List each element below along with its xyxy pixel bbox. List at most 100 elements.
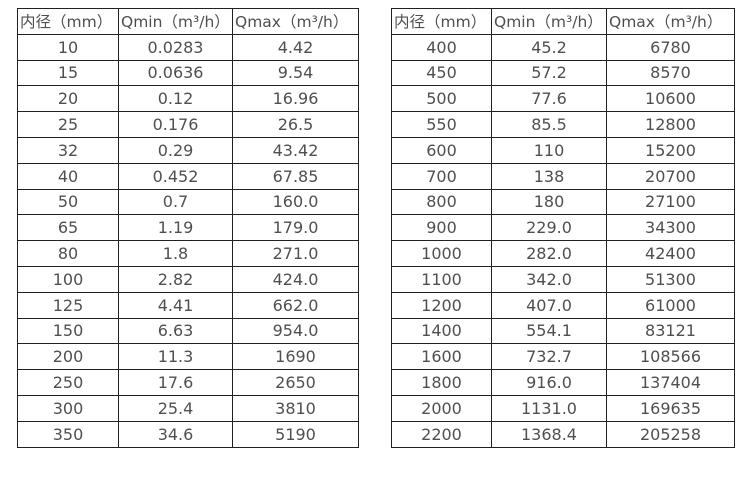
- column-header: Qmin（m³/h）: [491, 8, 607, 35]
- table-cell: 1131.0: [491, 394, 607, 422]
- table-cell: 16.96: [232, 85, 359, 113]
- table-cell: 1600: [391, 343, 492, 371]
- table-row: 1600 732.7 108566: [391, 343, 735, 371]
- header-row: 内径（mm） Qmin（m³/h） Qmax（m³/h）: [391, 8, 735, 35]
- table-row: 80 1.8 271.0: [17, 240, 359, 267]
- table-cell: 200: [17, 343, 119, 371]
- flow-spec-table-large-diameters: 内径（mm） Qmin（m³/h） Qmax（m³/h） 400 45.2 6780 45…: [391, 8, 735, 448]
- table-row: 400 45.2 6780: [391, 33, 735, 61]
- table-cell: 45.2: [491, 33, 607, 61]
- table-cell: 342.0: [491, 265, 607, 293]
- table-row: 10 0.0283 4.42: [17, 33, 359, 61]
- table-cell: 0.7: [118, 188, 233, 216]
- table-cell: 26.5: [232, 111, 359, 138]
- table-cell: 65: [17, 214, 119, 242]
- table-cell: 0.452: [118, 162, 233, 190]
- table-cell: 350: [17, 420, 119, 448]
- table-row: 25 0.176 26.5: [17, 111, 359, 138]
- table-cell: 250: [17, 369, 119, 396]
- table-row: 1200 407.0 61000: [391, 291, 735, 319]
- table-cell: 10: [17, 33, 119, 61]
- table-row: 350 34.6 5190: [17, 420, 359, 448]
- table-cell: 2.82: [118, 265, 233, 293]
- table-row: 100 2.82 424.0: [17, 265, 359, 293]
- table-cell: 67.85: [232, 162, 359, 190]
- table-cell: 1100: [391, 265, 492, 293]
- table-cell: 500: [391, 85, 492, 113]
- table-cell: 85.5: [491, 111, 607, 138]
- table-row: 450 57.2 8570: [391, 59, 735, 87]
- column-header: 内径（mm）: [17, 8, 119, 35]
- table-row: 800 180 27100: [391, 188, 735, 216]
- table-row: 32 0.29 43.42: [17, 136, 359, 164]
- table-cell: 1400: [391, 317, 492, 345]
- table-cell: 1690: [232, 343, 359, 371]
- table-cell: 32: [17, 136, 119, 164]
- table-row: 40 0.452 67.85: [17, 162, 359, 190]
- table-cell: 732.7: [491, 343, 607, 371]
- table-cell: 0.0636: [118, 59, 233, 87]
- table-cell: 25.4: [118, 394, 233, 422]
- table-cell: 1.19: [118, 214, 233, 242]
- table-cell: 2200: [391, 420, 492, 448]
- table-row: 500 77.6 10600: [391, 85, 735, 113]
- table-cell: 137404: [606, 369, 735, 396]
- table-cell: 3810: [232, 394, 359, 422]
- table-row: 1100 342.0 51300: [391, 265, 735, 293]
- table-cell: 83121: [606, 317, 735, 345]
- table-row: 550 85.5 12800: [391, 111, 735, 138]
- table-cell: 77.6: [491, 85, 607, 113]
- table-cell: 34.6: [118, 420, 233, 448]
- flow-spec-table-small-diameters: 内径（mm） Qmin（m³/h） Qmax（m³/h） 10 0.0283 4.42 1…: [17, 8, 359, 448]
- table-cell: 407.0: [491, 291, 607, 319]
- table-cell: 15: [17, 59, 119, 87]
- table-cell: 34300: [606, 214, 735, 242]
- table-row: 15 0.0636 9.54: [17, 59, 359, 87]
- table-cell: 424.0: [232, 265, 359, 293]
- table-row: 700 138 20700: [391, 162, 735, 190]
- table-cell: 0.12: [118, 85, 233, 113]
- table-cell: 138: [491, 162, 607, 190]
- table-row: 1800 916.0 137404: [391, 369, 735, 396]
- table-row: 65 1.19 179.0: [17, 214, 359, 242]
- table-cell: 800: [391, 188, 492, 216]
- table-cell: 51300: [606, 265, 735, 293]
- table-cell: 12800: [606, 111, 735, 138]
- table-row: 125 4.41 662.0: [17, 291, 359, 319]
- table-cell: 108566: [606, 343, 735, 371]
- table-cell: 450: [391, 59, 492, 87]
- table-cell: 42400: [606, 240, 735, 267]
- table-cell: 550: [391, 111, 492, 138]
- table-cell: 5190: [232, 420, 359, 448]
- table-cell: 50: [17, 188, 119, 216]
- table-cell: 8570: [606, 59, 735, 87]
- table-row: 1000 282.0 42400: [391, 240, 735, 267]
- table-cell: 6780: [606, 33, 735, 61]
- table-cell: 954.0: [232, 317, 359, 345]
- table-cell: 150: [17, 317, 119, 345]
- table-cell: 4.42: [232, 33, 359, 61]
- table-cell: 1000: [391, 240, 492, 267]
- table-row: 600 110 15200: [391, 136, 735, 164]
- table-cell: 169635: [606, 394, 735, 422]
- table-cell: 554.1: [491, 317, 607, 345]
- table-cell: 17.6: [118, 369, 233, 396]
- table-cell: 43.42: [232, 136, 359, 164]
- table-cell: 15200: [606, 136, 735, 164]
- table-row: 2000 1131.0 169635: [391, 394, 735, 422]
- table-cell: 180: [491, 188, 607, 216]
- table-cell: 205258: [606, 420, 735, 448]
- column-header: Qmax（m³/h）: [606, 8, 735, 35]
- table-cell: 61000: [606, 291, 735, 319]
- table-cell: 1800: [391, 369, 492, 396]
- table-cell: 0.29: [118, 136, 233, 164]
- table-cell: 900: [391, 214, 492, 242]
- table-cell: 0.176: [118, 111, 233, 138]
- table-cell: 80: [17, 240, 119, 267]
- table-cell: 6.63: [118, 317, 233, 345]
- table-row: 200 11.3 1690: [17, 343, 359, 371]
- table-cell: 300: [17, 394, 119, 422]
- table-cell: 9.54: [232, 59, 359, 87]
- header-row: 内径（mm） Qmin（m³/h） Qmax（m³/h）: [17, 8, 359, 35]
